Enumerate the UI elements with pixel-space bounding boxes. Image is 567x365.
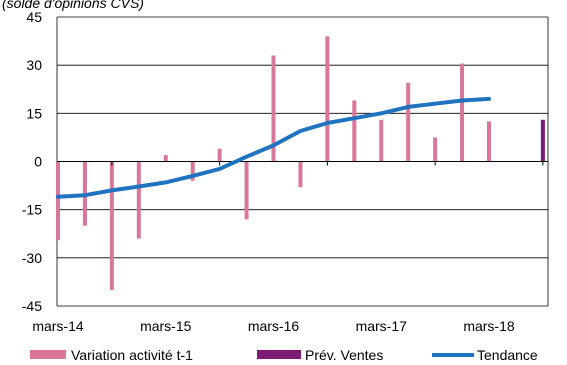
bar — [109, 161, 114, 290]
trend-line — [56, 96, 491, 199]
y-tick-label: 15 — [26, 105, 42, 121]
y-tick-label: -30 — [22, 250, 42, 266]
legend-swatch-prev-ventes — [257, 350, 301, 359]
bar — [56, 161, 60, 241]
bar — [487, 121, 491, 162]
bar — [217, 148, 222, 162]
bar — [379, 119, 384, 162]
x-tick-label: mars-17 — [356, 318, 408, 334]
chart-title: (solde d'opinions CVS) — [2, 0, 144, 11]
bar — [352, 100, 357, 162]
y-axis-ticks: -45 -30 -15 0 15 30 45 — [22, 9, 42, 314]
legend-swatch-variation — [30, 350, 66, 359]
bar — [325, 36, 330, 162]
bar — [433, 137, 438, 162]
bars — [56, 36, 545, 290]
bar — [460, 63, 465, 162]
bar — [163, 155, 168, 162]
x-axis-ticks: mars-14 mars-15 mars-16 mars-17 mars-18 — [32, 318, 515, 334]
x-tick-label: mars-18 — [463, 318, 515, 334]
bar — [271, 55, 276, 162]
bar — [298, 161, 303, 188]
x-tick-label: mars-15 — [140, 318, 192, 334]
legend: Variation activité t-1 Prév. Ventes Tendan… — [30, 347, 538, 363]
bar — [190, 161, 195, 181]
zero-axis — [57, 161, 548, 166]
trend-line-path — [56, 96, 491, 199]
y-tick-label: -45 — [22, 298, 42, 314]
y-tick-label: 0 — [34, 154, 42, 170]
y-tick-label: 45 — [26, 9, 42, 25]
bar — [540, 119, 545, 162]
bar — [406, 82, 411, 162]
y-tick-label: 30 — [26, 57, 42, 73]
legend-label-prev-ventes: Prév. Ventes — [305, 347, 383, 363]
bar — [244, 161, 249, 220]
legend-label-variation: Variation activité t-1 — [71, 347, 193, 363]
x-tick-label: mars-14 — [32, 318, 84, 334]
bar — [136, 161, 141, 239]
y-tick-label: -15 — [22, 202, 42, 218]
legend-label-tendance: Tendance — [477, 347, 538, 363]
x-tick-label: mars-16 — [248, 318, 300, 334]
